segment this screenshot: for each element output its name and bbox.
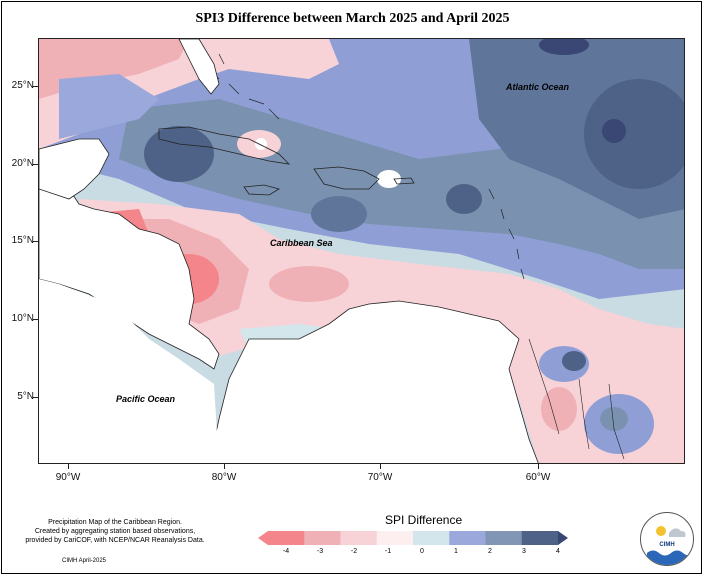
lat-tickmark: [33, 86, 38, 87]
lon-tickmark: [538, 464, 539, 469]
lon-tick-label: 90°W: [55, 472, 81, 483]
suriname-slate: [600, 407, 628, 431]
venezuela-pink: [541, 387, 577, 431]
cimh-logo: CIMH: [640, 512, 694, 566]
cuba-white: [255, 138, 267, 150]
legend-swatch: [304, 531, 341, 545]
lat-tick-label: 20°N: [11, 158, 34, 169]
atlantic-spot: [602, 119, 626, 143]
legend-swatch: [376, 531, 414, 545]
lat-tickmark: [33, 164, 38, 165]
sun-icon: [656, 526, 666, 536]
atlantic-core: [584, 79, 684, 189]
lat-tick-label: 10°N: [11, 313, 34, 324]
credit-text: CIMH April-2025: [62, 558, 107, 564]
pr-dark: [446, 184, 482, 214]
legend-colorbar: [258, 531, 568, 545]
legend-swatch: [521, 531, 559, 545]
legend-tick-label: -1: [384, 548, 392, 555]
lon-tick-label: 70°W: [367, 472, 393, 483]
map-panel[interactable]: [38, 38, 685, 464]
lon-tick-label: 60°W: [525, 472, 551, 483]
map-title: SPI3 Difference between March 2025 and A…: [195, 11, 510, 26]
legend-swatch: [340, 531, 378, 545]
footnote: Precipitation Map of the Caribbean Regio…: [20, 518, 210, 545]
pacific-area: [39, 279, 219, 463]
lat-tick-label: 15°N: [11, 235, 34, 246]
legend-tick-label: -4: [282, 548, 290, 555]
wave-icon: [647, 550, 689, 565]
legend-swatch: [413, 531, 450, 545]
central-pink: [269, 266, 349, 302]
legend-tick-label: 3: [522, 548, 526, 555]
legend-tick-label: 2: [488, 548, 492, 555]
pr-outline: [393, 177, 415, 185]
legend-tick-label: -2: [350, 548, 358, 555]
guyana-dark: [562, 351, 586, 371]
cuba-dark: [144, 126, 214, 182]
legend-tick-label: 0: [420, 548, 424, 555]
lat-tickmark: [33, 397, 38, 398]
legend-swatch: [449, 531, 486, 545]
lat-tickmark: [33, 319, 38, 320]
country-borders: [528, 338, 625, 460]
legend-tick-label: -3: [316, 548, 324, 555]
gulf-blue: [59, 74, 159, 139]
florida-land: [178, 39, 220, 95]
map-canvas: [39, 39, 684, 463]
lat-tick-label: 5°N: [17, 391, 34, 402]
yucatan-land: [39, 138, 110, 200]
footnote-line: Precipitation Map of the Caribbean Regio…: [48, 519, 182, 526]
legend-tick-label: 1: [454, 548, 458, 555]
hispaniola-dark: [311, 196, 367, 232]
legend-swatch: [268, 531, 305, 545]
legend-tick-label: 4: [556, 548, 560, 555]
legend-title: SPI Difference: [385, 513, 463, 527]
pacific-ocean-label: Pacific Ocean: [116, 394, 176, 404]
hispaniola-outline: [313, 166, 380, 190]
lon-tickmark: [224, 464, 225, 469]
cuba-outline: [158, 126, 291, 165]
caribbean-sea-label: Caribbean Sea: [270, 238, 333, 248]
legend-arrow-right: [558, 531, 568, 545]
lesser-antilles: [488, 188, 525, 280]
legend-arrow-left: [258, 531, 268, 545]
logo-emblem: [647, 526, 689, 565]
footnote-line: provided by CariCOF, with NCEP/NCAR Rean…: [25, 537, 205, 544]
lat-tickmark: [33, 241, 38, 242]
lon-tickmark: [68, 464, 69, 469]
lon-tickmark: [380, 464, 381, 469]
lon-tick-label: 80°W: [211, 472, 237, 483]
lat-tick-label: 25°N: [11, 80, 34, 91]
logo-label: CIMH: [659, 542, 675, 548]
atlantic-peak: [539, 39, 589, 55]
legend-swatch: [485, 531, 523, 545]
pr-white: [377, 170, 401, 188]
atlantic-ocean-label: Atlantic Ocean: [506, 82, 570, 92]
footnote-line: Created by aggregating station based obs…: [34, 528, 196, 535]
jamaica-outline: [243, 184, 281, 196]
cloud-icon: [669, 528, 686, 537]
